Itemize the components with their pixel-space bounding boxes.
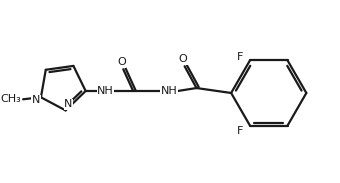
Text: CH₃: CH₃ — [1, 94, 22, 104]
Text: F: F — [237, 126, 243, 135]
Text: NH: NH — [97, 86, 114, 96]
Text: O: O — [178, 54, 187, 64]
Text: NH: NH — [160, 86, 177, 96]
Text: N: N — [32, 95, 40, 105]
Text: F: F — [237, 53, 243, 62]
Text: O: O — [117, 57, 126, 67]
Text: N: N — [64, 100, 73, 109]
